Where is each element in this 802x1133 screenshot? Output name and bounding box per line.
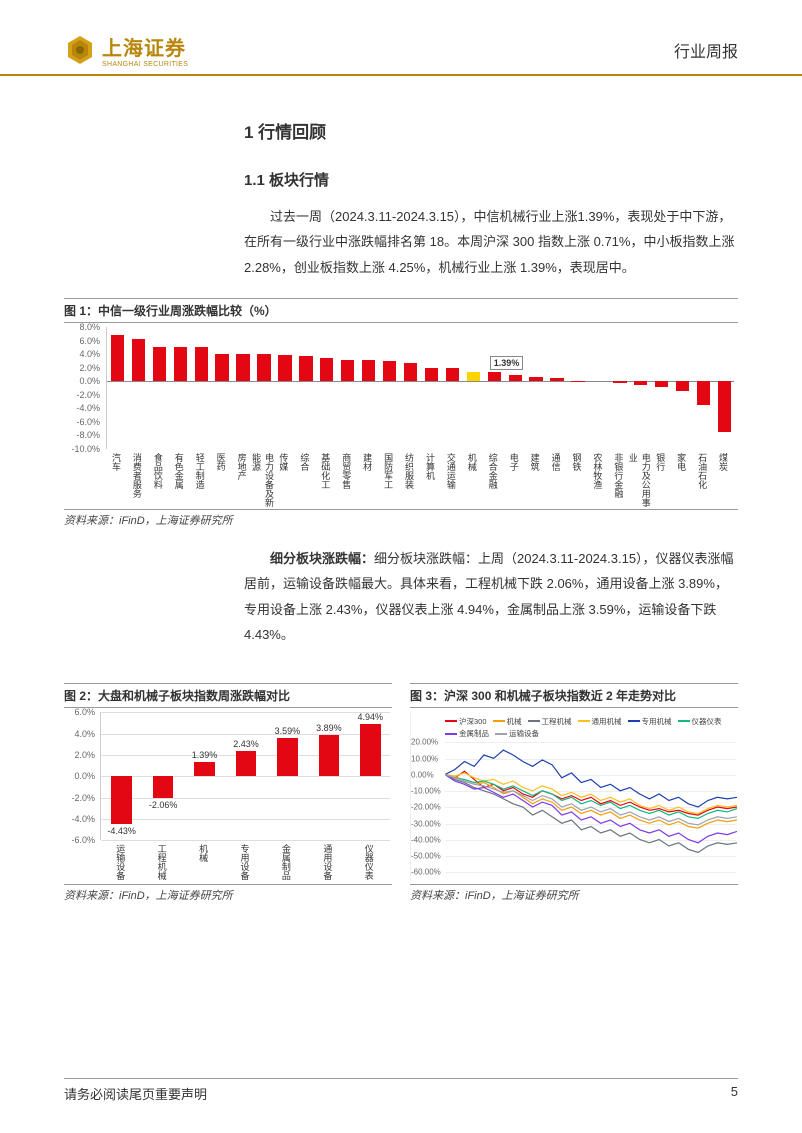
fig2-source: 资料来源：iFinD，上海证券研究所 <box>64 884 392 903</box>
fig-row-2: 图 2：大盘和机械子板块指数周涨跌幅对比 -6.0%-4.0%-2.0%0.0%… <box>64 665 738 903</box>
content-area: 1 行情回顾 1.1 板块行情 过去一周（2024.3.11-2024.3.15… <box>0 76 802 903</box>
page-footer: 请务必阅读尾页重要声明 5 <box>64 1078 738 1103</box>
footer-disclaimer: 请务必阅读尾页重要声明 <box>64 1084 207 1103</box>
fig1-chart: -10.0%-8.0%-6.0%-4.0%-2.0%0.0%2.0%4.0%6.… <box>64 327 738 507</box>
fig2-title: 图 2：大盘和机械子板块指数周涨跌幅对比 <box>64 683 392 708</box>
fig1-source: 资料来源：iFinD，上海证券研究所 <box>64 509 738 528</box>
section-1-1-title: 1.1 板块行情 <box>244 169 738 190</box>
section-1-title: 1 行情回顾 <box>244 118 738 143</box>
section-detail-paragraph: 细分板块涨跌幅：细分板块涨跌幅：上周（2024.3.11-2024.3.15），… <box>244 546 738 647</box>
logo-icon <box>64 34 96 66</box>
detail-bold: 细分板块涨跌幅： <box>270 551 374 566</box>
page-number: 5 <box>731 1084 738 1103</box>
logo-text: 上海证券 SHANGHAI SECURITIES <box>102 32 188 68</box>
fig3-source: 资料来源：iFinD，上海证券研究所 <box>410 884 738 903</box>
fig3-column: 图 3：沪深 300 和机械子板块指数近 2 年走势对比 沪深300机械工程机械… <box>410 665 738 903</box>
fig3-title: 图 3：沪深 300 和机械子板块指数近 2 年走势对比 <box>410 683 738 708</box>
logo-block: 上海证券 SHANGHAI SECURITIES <box>64 32 188 68</box>
page-header: 上海证券 SHANGHAI SECURITIES 行业周报 <box>0 0 802 76</box>
logo-text-cn: 上海证券 <box>102 32 188 61</box>
logo-text-en: SHANGHAI SECURITIES <box>102 61 188 68</box>
section-1-1-paragraph: 过去一周（2024.3.11-2024.3.15），中信机械行业上涨1.39%，… <box>244 204 738 280</box>
fig2-column: 图 2：大盘和机械子板块指数周涨跌幅对比 -6.0%-4.0%-2.0%0.0%… <box>64 665 392 903</box>
header-report-type: 行业周报 <box>674 38 738 62</box>
fig3-chart: 沪深300机械工程机械通用机械专用机械仪器仪表金属制品运输设备-60.00%-5… <box>410 712 738 882</box>
fig1-title: 图 1：中信一级行业周涨跌幅比较（%） <box>64 298 738 323</box>
fig2-chart: -6.0%-4.0%-2.0%0.0%2.0%4.0%6.0%-4.43%-2.… <box>64 712 392 882</box>
